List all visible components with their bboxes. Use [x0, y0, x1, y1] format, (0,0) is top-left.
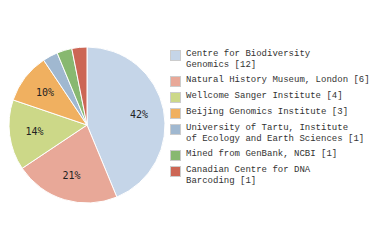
- html-text:Natural History Museum, London: Natural History Museum, London [6]: [186, 75, 370, 85]
- html-text:Canadian Centre for DNA Barcod: Canadian Centre for DNA Barcoding [1]: [186, 165, 311, 186]
- svg-text:42%: 42%: [130, 109, 148, 120]
- svg-text:10%: 10%: [36, 87, 54, 98]
- html-text:Beijing Genomics Institute [3]: Beijing Genomics Institute [3]: [186, 107, 348, 117]
- html-text:Mined from GenBank, NCBI [1]: Mined from GenBank, NCBI [1]: [186, 149, 338, 159]
- html-text:Wellcome Sanger Institute [4]: Wellcome Sanger Institute [4]: [186, 91, 343, 101]
- html-text:University of Tartu, Institute: University of Tartu, Institute of Ecolog…: [186, 123, 365, 144]
- svg-text:14%: 14%: [25, 126, 43, 137]
- html-text:Centre for Biodiversity Genomi: Centre for Biodiversity Genomics [12]: [186, 49, 311, 70]
- svg-text:21%: 21%: [63, 170, 81, 181]
